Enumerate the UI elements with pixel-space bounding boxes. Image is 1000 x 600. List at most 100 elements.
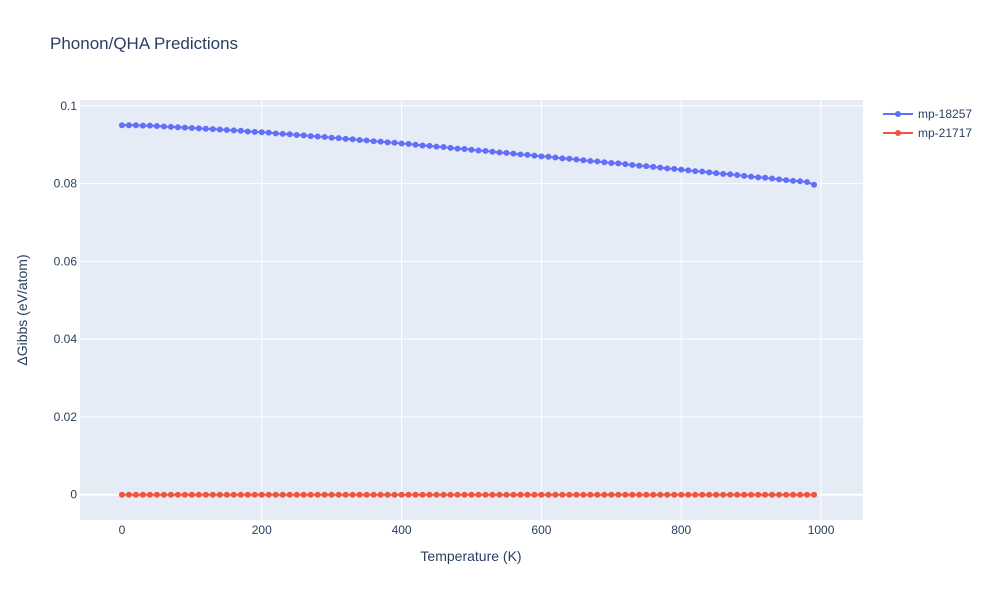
plot-background bbox=[80, 100, 863, 520]
data-point bbox=[601, 159, 608, 166]
y-tick-label: 0 bbox=[70, 488, 77, 502]
series-layer bbox=[118, 122, 818, 498]
data-point bbox=[489, 148, 496, 155]
y-tick-label: 0.02 bbox=[54, 410, 78, 424]
data-point bbox=[524, 151, 531, 158]
data-point bbox=[482, 147, 489, 154]
data-point bbox=[412, 491, 419, 498]
data-point bbox=[335, 491, 342, 498]
data-point bbox=[538, 153, 545, 160]
data-point bbox=[377, 491, 384, 498]
data-point bbox=[293, 132, 300, 138]
data-point bbox=[356, 491, 363, 498]
data-point bbox=[629, 491, 636, 498]
data-point bbox=[314, 491, 321, 498]
y-tick-label: 0.04 bbox=[54, 332, 78, 346]
data-point bbox=[720, 491, 727, 498]
data-point bbox=[384, 491, 391, 498]
data-point bbox=[237, 491, 244, 498]
data-point bbox=[279, 491, 286, 498]
data-point bbox=[125, 122, 132, 129]
data-point bbox=[300, 132, 307, 139]
data-point bbox=[433, 143, 440, 150]
data-point bbox=[755, 174, 762, 181]
data-point bbox=[181, 491, 188, 498]
data-point bbox=[762, 491, 769, 498]
x-tick-label: 600 bbox=[531, 523, 551, 537]
data-point bbox=[349, 136, 356, 143]
legend-item[interactable]: mp-18257 bbox=[883, 107, 972, 121]
data-point bbox=[559, 491, 566, 498]
data-point bbox=[727, 171, 734, 178]
data-point bbox=[251, 491, 258, 498]
data-point bbox=[391, 491, 398, 498]
series-mp-21717 bbox=[118, 491, 818, 498]
data-point bbox=[370, 491, 377, 498]
data-point bbox=[657, 164, 664, 171]
x-tick-label: 400 bbox=[392, 523, 412, 537]
data-point bbox=[517, 151, 524, 158]
data-point bbox=[755, 491, 762, 498]
data-point bbox=[139, 122, 146, 129]
data-point bbox=[118, 491, 125, 498]
data-point bbox=[146, 122, 153, 129]
data-point bbox=[566, 491, 573, 498]
data-point bbox=[622, 491, 629, 498]
data-point bbox=[230, 127, 237, 134]
data-point bbox=[531, 491, 538, 498]
data-point bbox=[237, 127, 244, 134]
data-point bbox=[804, 491, 811, 498]
data-point bbox=[258, 129, 265, 136]
data-point bbox=[216, 126, 223, 133]
data-point bbox=[685, 491, 692, 498]
data-point bbox=[244, 491, 251, 498]
data-point bbox=[734, 172, 741, 179]
data-point bbox=[804, 179, 811, 186]
data-point bbox=[503, 491, 510, 498]
data-point bbox=[405, 491, 412, 498]
legend-marker bbox=[895, 130, 901, 136]
data-point bbox=[461, 146, 468, 152]
data-point bbox=[608, 160, 615, 166]
series-line bbox=[121, 124, 815, 186]
data-point bbox=[461, 491, 468, 498]
data-point bbox=[454, 491, 461, 498]
data-point bbox=[671, 165, 678, 172]
data-point bbox=[265, 129, 272, 136]
data-point bbox=[678, 166, 685, 173]
y-tick-label: 0.1 bbox=[60, 99, 77, 113]
data-point bbox=[174, 491, 181, 498]
data-point bbox=[678, 491, 685, 498]
legend-label: mp-21717 bbox=[918, 126, 972, 140]
data-point bbox=[741, 172, 748, 179]
data-point bbox=[601, 491, 608, 498]
data-point bbox=[510, 150, 517, 157]
data-point bbox=[125, 491, 132, 498]
data-point bbox=[622, 161, 629, 168]
data-point bbox=[552, 491, 559, 498]
data-point bbox=[482, 491, 489, 498]
data-point bbox=[664, 491, 671, 498]
data-point bbox=[692, 168, 699, 175]
data-point bbox=[468, 491, 475, 498]
data-point bbox=[265, 491, 272, 498]
data-point bbox=[615, 491, 622, 498]
data-point bbox=[286, 131, 293, 138]
legend-item[interactable]: mp-21717 bbox=[883, 126, 972, 140]
data-point bbox=[314, 133, 321, 140]
data-point bbox=[811, 491, 818, 498]
data-point bbox=[223, 126, 230, 133]
data-point bbox=[538, 491, 545, 498]
data-point bbox=[279, 130, 286, 137]
x-tick-label: 1000 bbox=[808, 523, 835, 537]
data-point bbox=[363, 137, 370, 144]
data-point bbox=[615, 160, 622, 167]
data-point bbox=[776, 491, 783, 498]
data-point bbox=[328, 134, 335, 141]
data-point bbox=[132, 122, 139, 129]
data-point bbox=[307, 133, 314, 140]
data-point bbox=[580, 157, 587, 164]
data-point bbox=[517, 491, 524, 498]
data-point bbox=[363, 491, 370, 498]
